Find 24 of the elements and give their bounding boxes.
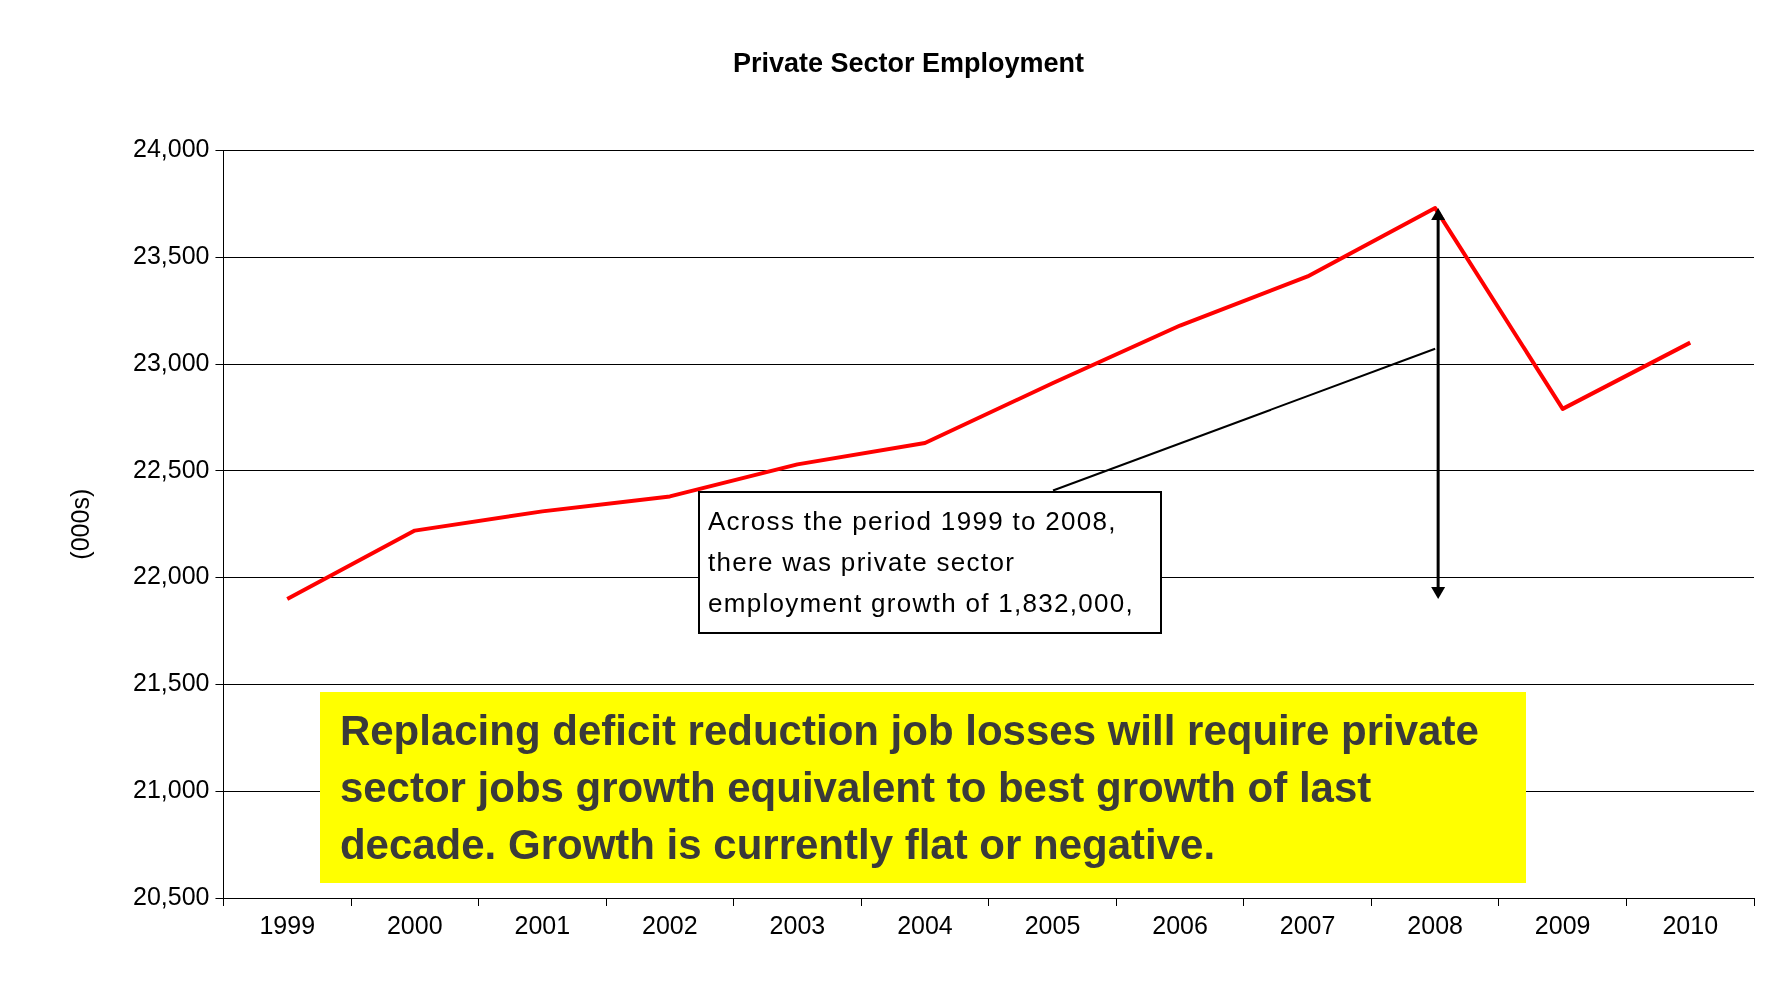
y-tick-label: 20,500 — [133, 881, 210, 910]
y-tick-label: 23,000 — [133, 347, 210, 376]
y-tick-label: 23,500 — [133, 241, 210, 270]
annotation: Across the period 1999 to 2008, there was private sector employment growth of 1,832,000, — [697, 490, 1162, 634]
y-tick-label: 21,000 — [133, 775, 210, 804]
x-tick-label: 2006 — [1152, 910, 1208, 939]
x-tick-label: 2007 — [1279, 910, 1336, 939]
y-tick-label: 22,000 — [133, 561, 210, 590]
annotation: Replacing deficit reduction job losses will require private sector jobs growth equivalent to best growth of last decade. Growth is currently flat or negative. — [319, 692, 1526, 884]
x-tick-label: 2004 — [897, 910, 953, 939]
x-tick-label: 2005 — [1024, 910, 1081, 939]
x-tick-label: 2000 — [386, 910, 443, 939]
x-tick-label: 2009 — [1534, 910, 1591, 939]
x-tick-label: 2010 — [1662, 910, 1719, 939]
y-axis-title: (000s) — [65, 488, 94, 560]
x-tick-label: 2008 — [1407, 910, 1463, 939]
x-tick-label: 1999 — [259, 910, 316, 939]
chart-title: Private Sector Employment — [732, 47, 1085, 78]
y-tick-label: 24,000 — [133, 134, 210, 163]
y-tick-label: 22,500 — [133, 454, 210, 483]
x-tick-label: 2002 — [642, 910, 698, 939]
x-tick-label: 2003 — [769, 910, 826, 939]
y-tick-label: 21,500 — [133, 668, 210, 697]
x-tick-label: 2001 — [514, 910, 571, 939]
